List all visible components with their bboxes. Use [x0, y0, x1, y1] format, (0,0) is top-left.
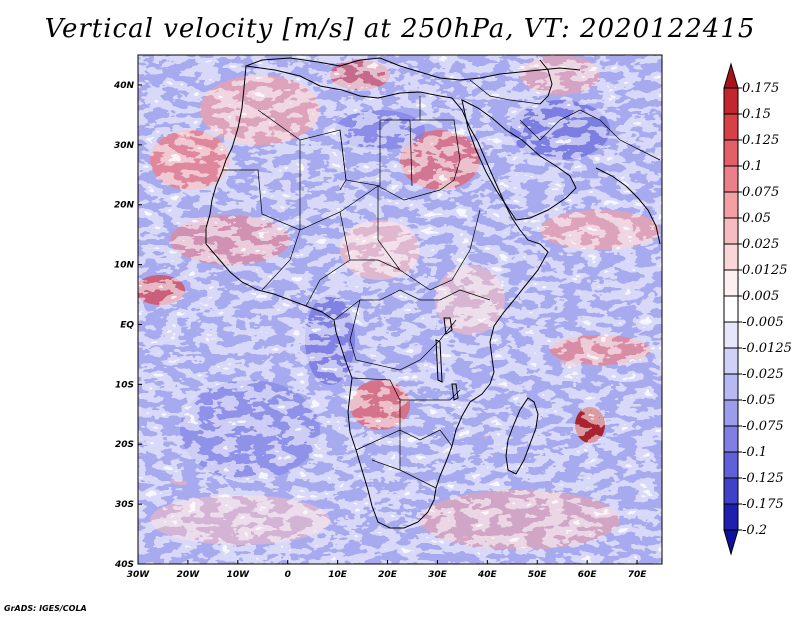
colorbar-swatch [723, 399, 739, 427]
country-borders [222, 79, 661, 489]
colorbar-label: -0.1 [742, 445, 767, 460]
plot-frame [137, 54, 663, 565]
colorbar-label: -0.05 [742, 393, 775, 408]
lon-tick-label: 70E [628, 570, 648, 580]
africa-coastline [205, 65, 549, 529]
colorbar-label: -0.2 [742, 523, 767, 538]
colorbar-label: 0.125 [742, 133, 779, 148]
colorbar-label: 0.0125 [742, 263, 788, 278]
colorbar-swatch [723, 477, 739, 505]
arabia-coastline [461, 99, 577, 221]
colorbar-swatch [723, 243, 739, 271]
lat-tick-label: 20S [115, 440, 134, 450]
lon-tick-label: 10E [328, 570, 348, 580]
lon-tick-label: 20E [378, 570, 398, 580]
plot-area [138, 55, 662, 564]
colorbar-bottom-arrow [723, 529, 739, 556]
colorbar: 0.175 0.15 0.125 0.1 0.075 0.05 0.025 0.0125 0.0… [723, 62, 792, 556]
colorbar-swatch [723, 295, 739, 323]
lat-tick-label: 10S [115, 380, 134, 390]
chart-title: Vertical velocity [m/s] at 250hPa, VT: 2… [44, 14, 756, 44]
colorbar-label: 0.175 [742, 81, 779, 96]
lat-tick-label: 10N [114, 261, 135, 271]
lon-tick-label: 30W [127, 570, 151, 580]
colorbar-swatch [723, 191, 739, 219]
colorbar-swatch [723, 503, 739, 531]
lat-axis: 40N 30N 20N 10N EQ 10S 20S 30S 40S [113, 81, 142, 570]
colorbar-label: -0.125 [742, 471, 784, 486]
lon-tick-label: 20W [177, 570, 201, 580]
colorbar-top-arrow [723, 62, 739, 89]
colorbar-swatch [723, 87, 739, 115]
lon-tick-label: 50E [528, 570, 548, 580]
colorbar-swatch [723, 113, 739, 141]
field-texture-white [138, 55, 662, 564]
colorbar-label: 0.005 [742, 289, 779, 304]
colorbar-label: 0.1 [742, 159, 763, 174]
lon-tick-label: 0 [285, 570, 291, 580]
colorbar-label: 0.15 [742, 107, 771, 122]
colorbar-swatch [723, 451, 739, 479]
grads-credit: GrADS: IGES/COLA [4, 604, 87, 613]
lon-tick-label: 10W [227, 570, 251, 580]
lon-axis: 30W 20W 10W 0 10E 20E 30E 40E 50E 60E 70E [127, 560, 647, 580]
colorbar-label: -0.025 [742, 367, 784, 382]
india-coastline [595, 167, 661, 245]
colorbar-swatch [723, 139, 739, 167]
colorbar-swatch [723, 425, 739, 453]
lat-tick-label: 40S [114, 560, 134, 570]
colorbar-label: -0.075 [742, 419, 784, 434]
colorbar-swatch [723, 373, 739, 401]
colorbar-label: -0.0125 [742, 341, 792, 356]
lakes [435, 317, 459, 401]
coastlines [205, 57, 661, 529]
lat-tick-label: 30N [114, 141, 135, 151]
colorbar-swatch [723, 347, 739, 375]
colorbar-swatch [723, 321, 739, 349]
colorbar-label: 0.075 [742, 185, 779, 200]
colorbar-swatch [723, 269, 739, 297]
colorbar-label: -0.175 [742, 497, 784, 512]
colorbar-swatch [723, 217, 739, 245]
colorbar-label: 0.05 [742, 211, 771, 226]
caspian-coastline [539, 59, 553, 105]
lat-tick-label: 20N [114, 201, 135, 211]
madagascar-coastline [505, 397, 539, 475]
colorbar-swatch [723, 165, 739, 193]
lat-tick-label: 40N [113, 81, 135, 91]
lat-tick-label: 30S [115, 500, 134, 510]
lon-tick-label: 30E [428, 570, 448, 580]
europe-coastline [245, 57, 581, 81]
colorbar-label: -0.005 [742, 315, 784, 330]
lon-tick-label: 60E [578, 570, 598, 580]
colorbar-label: 0.025 [742, 237, 779, 252]
lon-tick-label: 40E [477, 570, 498, 580]
lat-tick-label: EQ [120, 320, 134, 330]
